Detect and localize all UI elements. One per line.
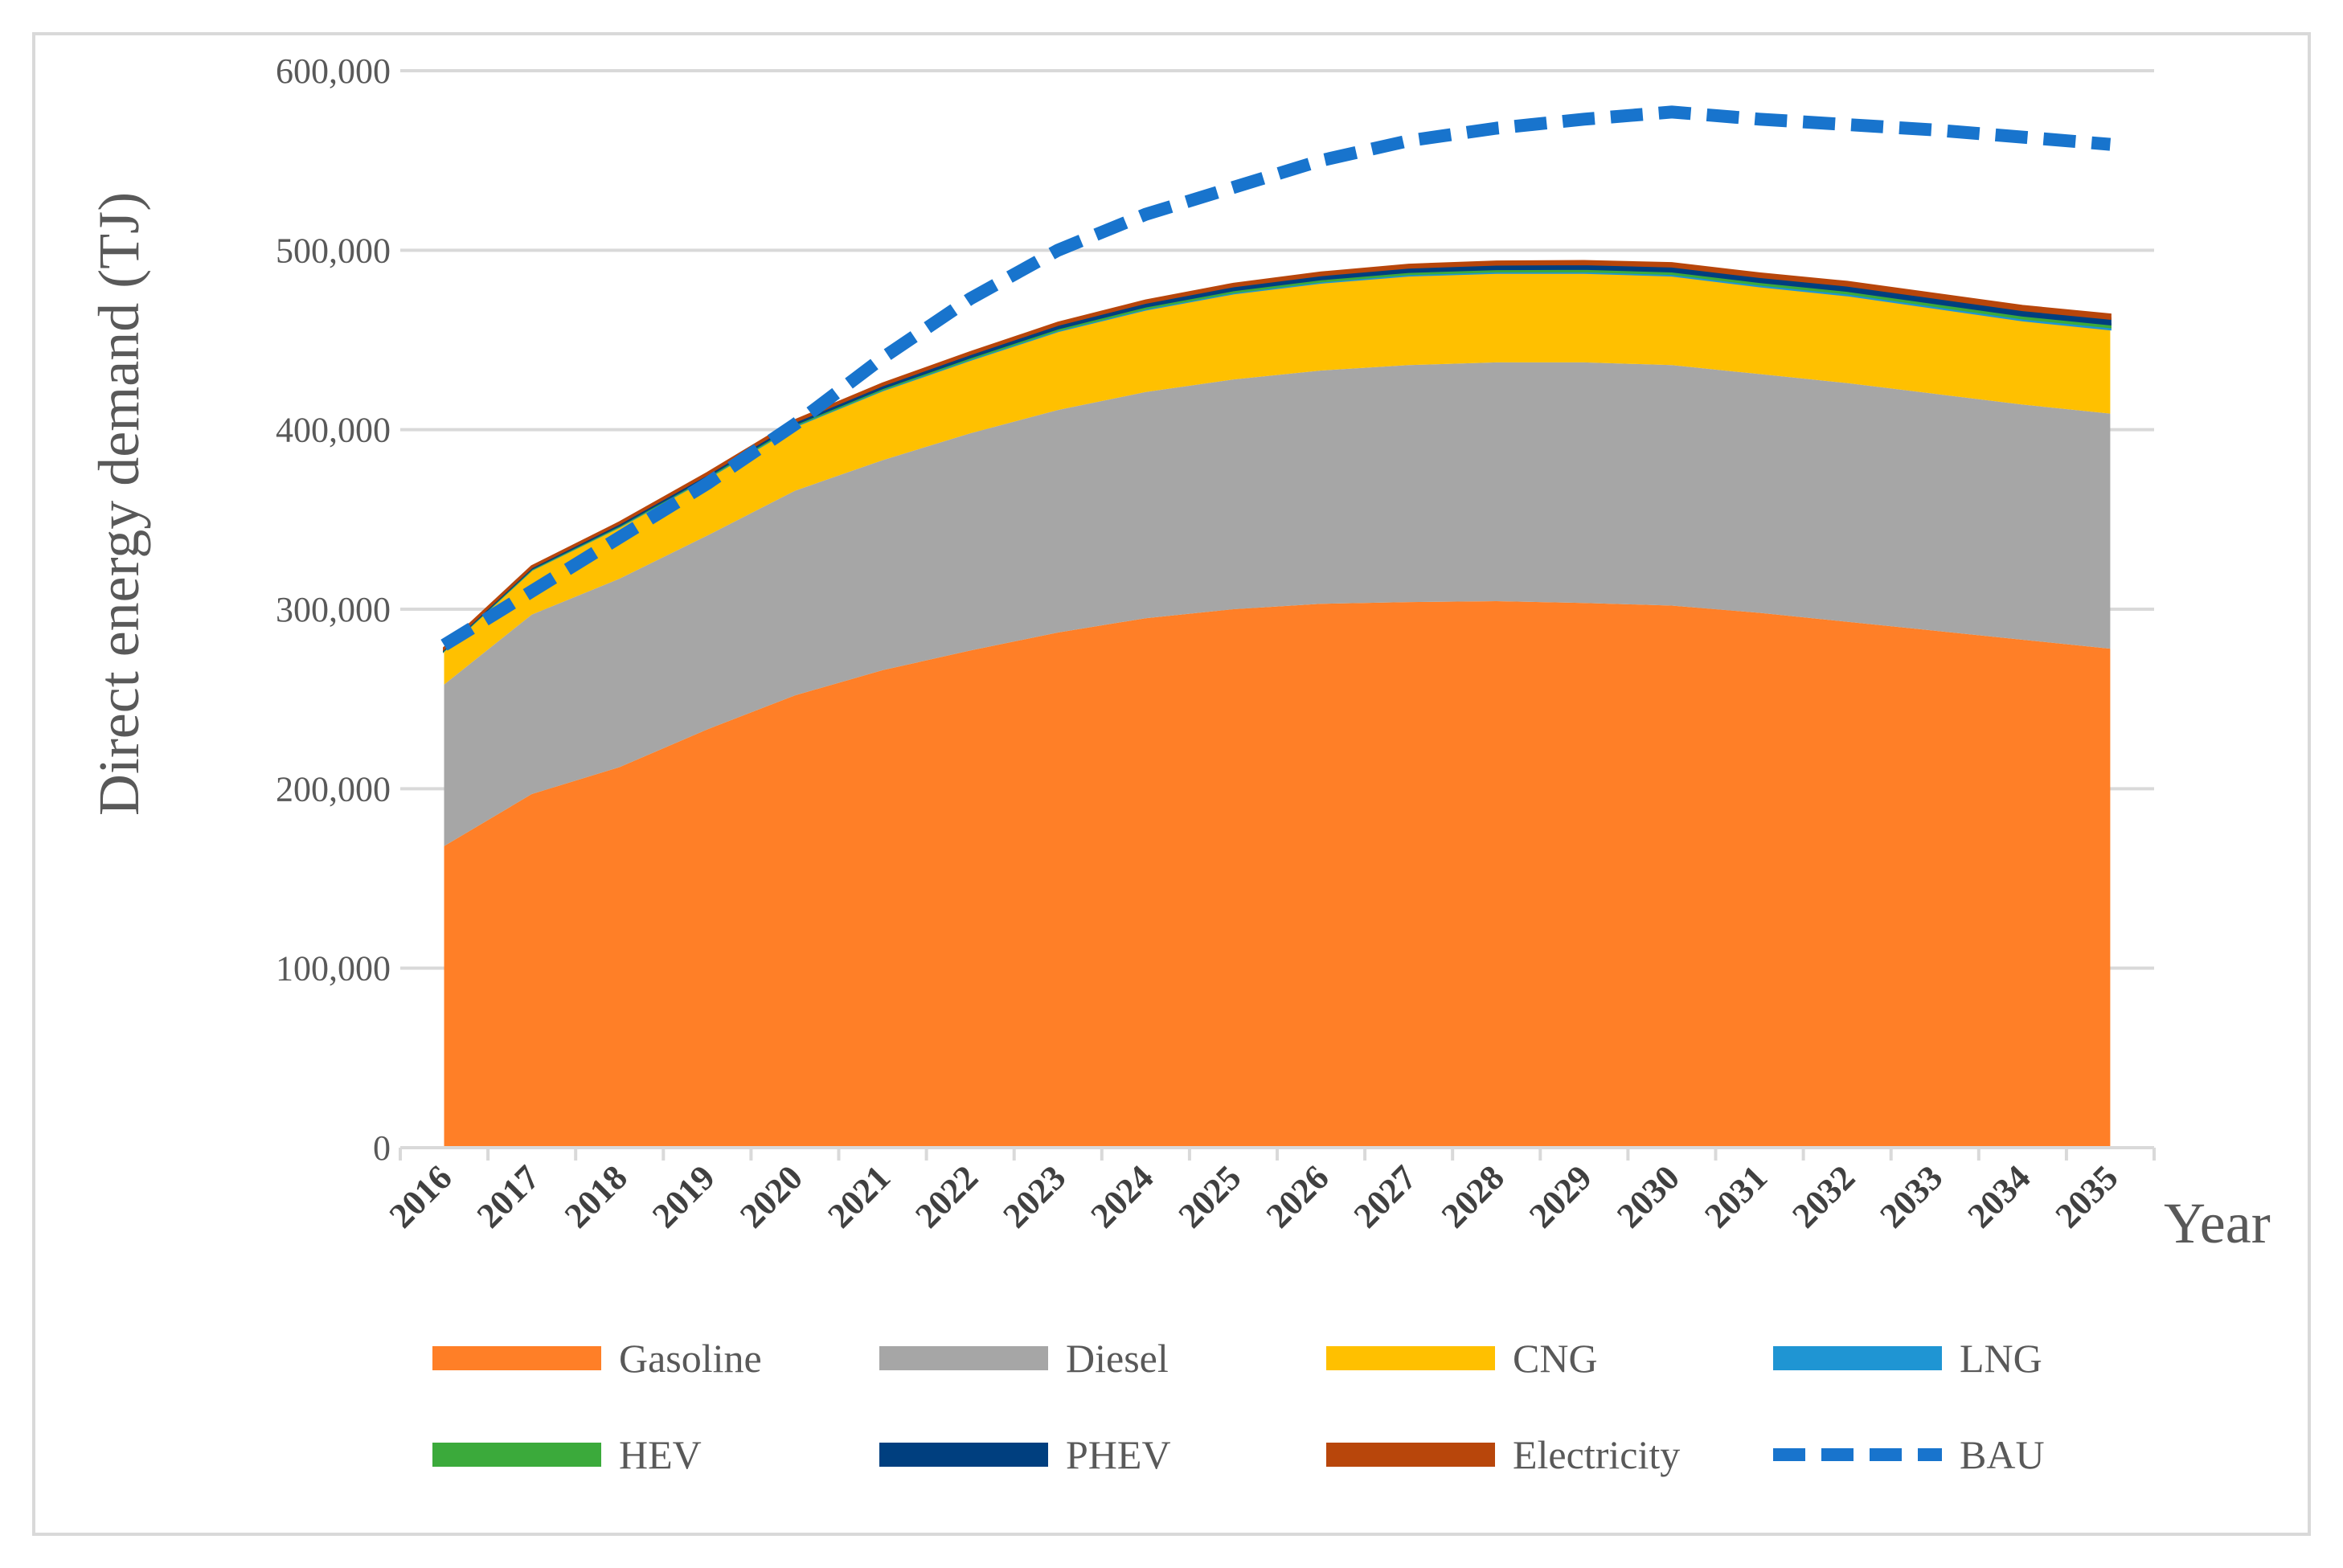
y-tick-label: 300,000 bbox=[276, 590, 391, 629]
x-axis-title: Year bbox=[2164, 1191, 2271, 1255]
legend-item-phev: PHEV bbox=[879, 1432, 1171, 1477]
legend-label: Electricity bbox=[1513, 1432, 1680, 1477]
y-tick-label: 600,000 bbox=[276, 51, 391, 91]
legend-item-cng: CNG bbox=[1326, 1336, 1598, 1381]
legend-label: HEV bbox=[619, 1432, 702, 1477]
legend-swatch bbox=[879, 1443, 1048, 1467]
area-cng bbox=[444, 272, 2111, 685]
legend-swatch bbox=[432, 1346, 601, 1370]
legend-swatch bbox=[1326, 1443, 1495, 1467]
legend-label: BAU bbox=[1960, 1432, 2045, 1477]
legend-label: Diesel bbox=[1066, 1336, 1169, 1381]
y-tick-label: 400,000 bbox=[276, 411, 391, 450]
area-diesel bbox=[444, 362, 2111, 846]
legend-label: PHEV bbox=[1066, 1432, 1171, 1477]
legend-swatch bbox=[1326, 1346, 1495, 1370]
legend: Gasoline Diesel CNG LNG HEV PHEV Electricity BA… bbox=[432, 1336, 2045, 1477]
y-tick-labels: 0 100,000 200,000 300,000 400,000 500,000 600,… bbox=[276, 51, 391, 1168]
legend-swatch bbox=[879, 1346, 1048, 1370]
legend-label: LNG bbox=[1960, 1336, 2042, 1381]
y-tick-label: 0 bbox=[373, 1128, 391, 1168]
bau-line-series bbox=[440, 105, 2112, 651]
y-tick-label: 200,000 bbox=[276, 769, 391, 809]
legend-label: CNG bbox=[1513, 1336, 1598, 1381]
legend-item-hev: HEV bbox=[432, 1432, 702, 1477]
line-bau bbox=[440, 105, 2112, 651]
y-axis-title: Direct energy demand (TJ) bbox=[87, 192, 151, 816]
area-electricity bbox=[443, 260, 2112, 652]
axes bbox=[399, 1146, 2156, 1161]
legend-item-electricity: Electricity bbox=[1326, 1432, 1680, 1477]
y-tick-label: 500,000 bbox=[276, 231, 391, 270]
legend-swatch bbox=[1773, 1346, 1942, 1370]
legend-item-gasoline: Gasoline bbox=[432, 1336, 762, 1381]
legend-item-bau: BAU bbox=[1773, 1432, 2045, 1477]
legend-swatch bbox=[432, 1443, 601, 1467]
y-tick-label: 100,000 bbox=[276, 949, 391, 989]
legend-label: Gasoline bbox=[619, 1336, 762, 1381]
area-gasoline bbox=[444, 601, 2111, 1148]
area-series bbox=[443, 260, 2112, 1148]
legend-item-lng: LNG bbox=[1773, 1336, 2042, 1381]
legend-item-diesel: Diesel bbox=[879, 1336, 1169, 1381]
